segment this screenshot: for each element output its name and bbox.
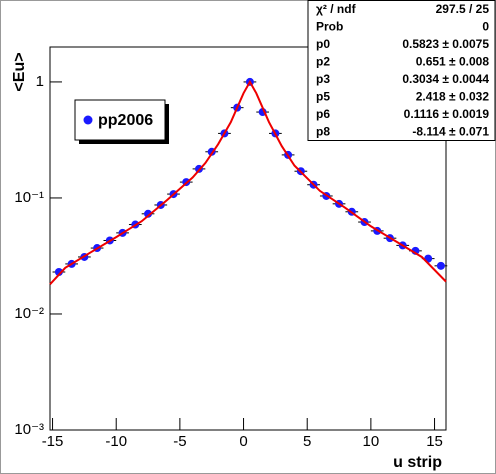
stats-value: 2.418 ± 0.032: [416, 90, 490, 104]
x-axis-label: u strip: [393, 454, 442, 471]
y-axis-label: <Eu>: [11, 52, 28, 91]
legend-label: pp2006: [98, 112, 153, 129]
stats-value: 0.651 ± 0.008: [416, 55, 490, 69]
stats-label: p0: [316, 37, 330, 51]
x-tick-label: -10: [105, 433, 127, 450]
stats-label: p8: [316, 125, 330, 139]
stats-value: 297.5 / 25: [436, 2, 490, 16]
data-point: [436, 261, 445, 270]
x-tick-label: 5: [303, 433, 311, 450]
fit-curve: [49, 79, 447, 286]
stats-value: 0.5823 ± 0.0075: [402, 37, 489, 51]
stats-label: p5: [316, 90, 330, 104]
x-tick-label: 10: [363, 433, 380, 450]
x-tick-label: -5: [173, 433, 186, 450]
stats-value: 0.1116 ± 0.0019: [404, 107, 490, 121]
x-tick-label: 15: [426, 433, 443, 450]
stats-label: χ² / ndf: [316, 2, 357, 16]
y-tick-label: 10⁻²: [14, 305, 44, 322]
stats-value: -8.114 ± 0.071: [412, 125, 489, 139]
stats-box: [307, 0, 496, 141]
y-tick-label: 1: [36, 73, 44, 90]
data-point: [144, 209, 153, 218]
legend-marker: [83, 115, 93, 125]
stats-label: p2: [316, 55, 330, 69]
stats-label: p3: [316, 72, 330, 86]
x-tick-label: -15: [42, 433, 64, 450]
stats-value: 0.3034 ± 0.0044: [402, 72, 489, 86]
stats-label: Prob: [316, 20, 343, 34]
stats-label: p6: [316, 107, 330, 121]
y-tick-label: 10⁻³: [14, 421, 44, 438]
stats-value: 0: [482, 20, 489, 34]
x-tick-label: 0: [239, 433, 247, 450]
y-tick-label: 10⁻¹: [14, 189, 44, 206]
